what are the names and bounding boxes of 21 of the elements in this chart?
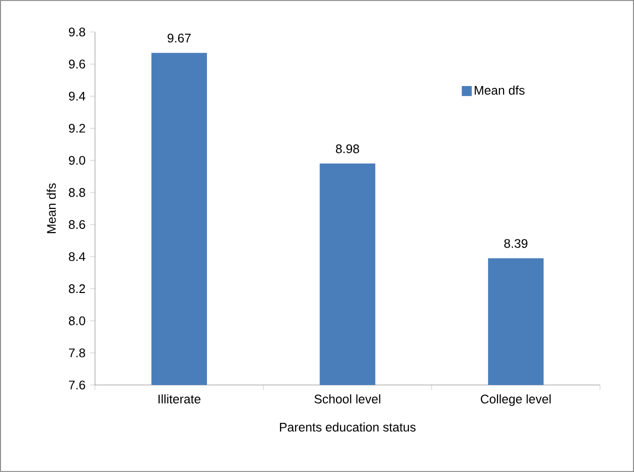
- y-tick-label: 8.8: [68, 188, 86, 197]
- y-tick-label: 9.8: [68, 28, 86, 36]
- data-label: 8.39: [504, 239, 528, 248]
- x-tick-label: Illiterate: [158, 394, 200, 404]
- data-label: 8.98: [336, 144, 360, 154]
- legend-label: Mean dfs: [474, 86, 525, 95]
- y-tick-label: 7.8: [68, 348, 86, 358]
- y-tick-label: 8.4: [68, 252, 86, 262]
- y-axis-title: Mean dfs: [46, 183, 56, 234]
- y-tick-label: 9.4: [68, 92, 86, 101]
- x-tick-label: School level: [314, 394, 380, 404]
- data-label: 9.67: [168, 34, 191, 42]
- y-tick-label: 9.2: [68, 124, 86, 133]
- y-tick-label: 9.6: [68, 60, 86, 68]
- x-tick-label: College level: [480, 394, 551, 406]
- y-tick-label: 7.6: [68, 380, 86, 390]
- y-tick-label: 8.0: [68, 316, 86, 326]
- x-axis-title: Parents education status: [280, 422, 416, 432]
- y-tick-label: 9.0: [68, 156, 86, 165]
- y-tick-label: 8.2: [68, 284, 86, 294]
- y-tick-label: 8.6: [68, 220, 86, 229]
